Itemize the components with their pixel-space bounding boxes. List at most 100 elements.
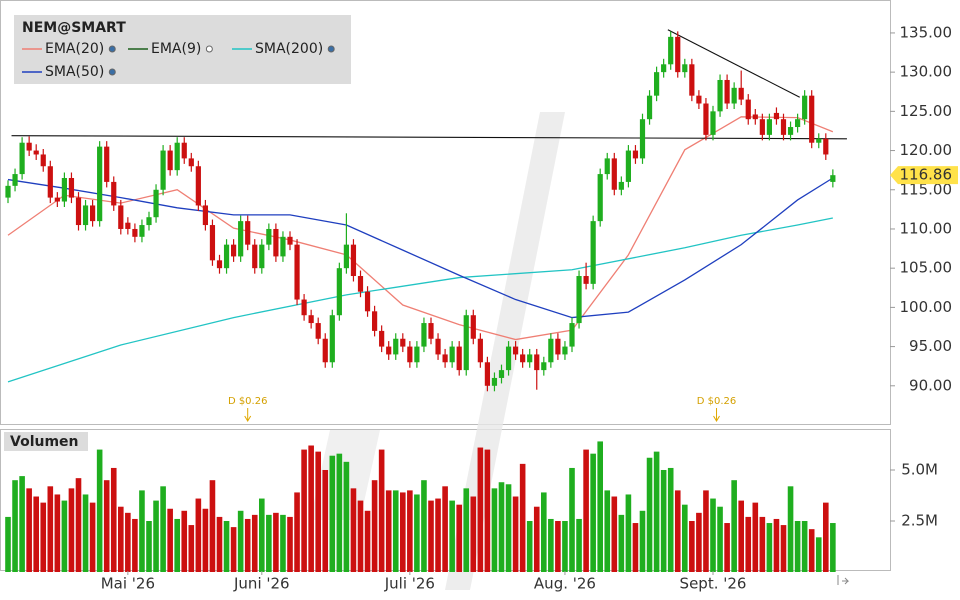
volume-bar <box>223 520 230 572</box>
candle-body <box>308 315 314 324</box>
candle-body <box>442 354 448 363</box>
volume-bar <box>745 516 752 572</box>
volume-bar <box>343 461 350 572</box>
candle-body <box>167 150 173 171</box>
x-tick-label: Juli '26 <box>384 575 435 593</box>
scroll-marker[interactable] <box>837 575 850 585</box>
volume-bar <box>794 520 801 572</box>
volume-bar <box>132 518 138 572</box>
volume-bar <box>597 441 603 572</box>
volume-bar <box>357 500 364 572</box>
candle-body <box>329 315 335 363</box>
candle-body <box>181 142 187 159</box>
volume-bar <box>336 453 343 572</box>
candle-body <box>294 244 300 300</box>
candle-body <box>498 370 505 378</box>
volume-bar <box>230 527 237 572</box>
candle-body <box>491 377 498 386</box>
volume-bar <box>766 523 773 572</box>
candle-body <box>195 166 201 206</box>
volume-bar <box>569 467 575 572</box>
volume-bar <box>216 516 223 572</box>
candle-body <box>287 236 293 245</box>
candle-body <box>54 197 60 202</box>
volume-label-box <box>4 432 88 451</box>
candle-body <box>68 177 75 198</box>
volume-bar <box>773 518 780 572</box>
volume-bar <box>738 500 744 572</box>
volume-bar <box>160 486 166 572</box>
x-tick-label: Sept. '26 <box>680 575 747 593</box>
candle-body <box>188 158 194 167</box>
volume-bar <box>167 508 173 572</box>
volume-bar <box>428 500 434 572</box>
volume-bar <box>195 498 202 572</box>
volume-bar <box>54 494 61 572</box>
candle-body <box>548 338 554 363</box>
candle-body <box>407 346 413 363</box>
candle-body <box>569 323 575 347</box>
candle-body <box>336 268 342 316</box>
legend-toggle <box>205 45 213 53</box>
volume-bar <box>682 504 688 572</box>
volume-bar <box>555 520 561 572</box>
last-price-label: 116.86 <box>900 166 953 184</box>
volume-bar <box>463 488 470 572</box>
candle-body <box>350 244 357 277</box>
volume-bar <box>808 529 815 572</box>
candle-body <box>682 64 688 73</box>
candle-body <box>816 138 822 143</box>
candle-body <box>245 221 251 245</box>
volume-bar <box>209 480 216 572</box>
legend-label: SMA(200) <box>255 41 323 57</box>
volume-bar <box>5 516 11 572</box>
candle-body <box>146 217 152 226</box>
volume-bar <box>505 484 512 572</box>
volume-bar <box>724 523 730 572</box>
volume-bar <box>660 469 667 572</box>
volume-bar <box>519 463 526 572</box>
candle-body <box>541 362 547 371</box>
volume-bar <box>498 482 505 572</box>
candle-body <box>82 205 89 226</box>
candle-body <box>90 205 96 222</box>
volume-bar <box>696 512 702 572</box>
volume-bar <box>301 449 307 572</box>
dividend-arrow <box>244 408 252 422</box>
candle-body <box>809 95 815 143</box>
y-tick-label: 115.00 <box>900 180 953 198</box>
candle-body <box>435 338 441 355</box>
x-tick-label: Mai '26 <box>101 575 155 593</box>
candle-body <box>322 338 328 363</box>
volume-bar <box>308 445 314 572</box>
volume-bar <box>815 537 822 572</box>
candle-body <box>357 276 364 292</box>
volume-bar <box>731 480 737 572</box>
y-tick-label: 130.00 <box>900 63 953 81</box>
candle-body <box>231 244 237 257</box>
volume-bar <box>273 512 279 572</box>
volume-bar <box>153 500 159 572</box>
candle-body <box>646 95 653 120</box>
candle-body <box>583 276 589 284</box>
candle-body <box>830 175 836 182</box>
candle-body <box>703 103 709 135</box>
dividend-label: D $0.26 <box>228 396 268 407</box>
volume-bar <box>188 525 195 572</box>
candle-body <box>787 127 794 135</box>
candle-body <box>470 315 476 339</box>
volume-bar <box>618 514 625 572</box>
candle-body <box>364 291 371 312</box>
candle-body <box>604 158 610 175</box>
candle-body <box>379 330 385 347</box>
candle-body <box>47 166 53 198</box>
volume-bar <box>110 467 117 572</box>
volume-bar <box>801 520 808 572</box>
y-tick-label: 135.00 <box>900 23 953 41</box>
y-tick-label: 105.00 <box>900 259 953 277</box>
volume-bar <box>315 451 321 572</box>
candle-body <box>513 346 519 355</box>
volume-bar <box>667 467 674 572</box>
volume-bar <box>752 502 759 572</box>
candle-body <box>315 323 321 339</box>
